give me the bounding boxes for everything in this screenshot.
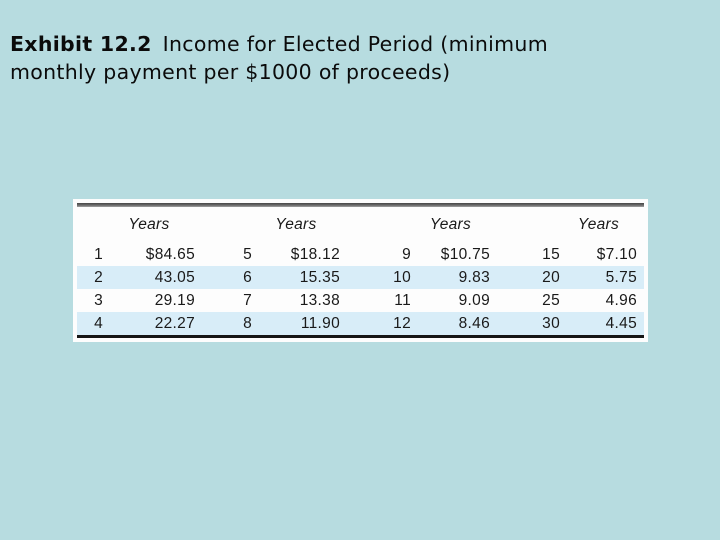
spacer-cell xyxy=(490,207,560,243)
year-cell: 9 xyxy=(402,245,411,263)
year-cell: 30 xyxy=(542,314,560,332)
payment-cell: $18.12 xyxy=(290,245,340,263)
year-cell: 10 xyxy=(393,268,411,286)
column-header-years-4: Years xyxy=(577,216,620,233)
payment-cell: 9.83 xyxy=(458,268,490,286)
payment-cell: 13.38 xyxy=(299,291,340,309)
spacer-cell xyxy=(340,207,411,243)
slide-title: Exhibit 12.2 Income for Elected Period (m… xyxy=(10,30,670,86)
year-cell: 8 xyxy=(243,314,252,332)
payment-cell: 4.96 xyxy=(605,291,637,309)
payment-cell: 43.05 xyxy=(154,268,195,286)
income-elected-period-table: Years Years Years Years 1 $84.65 5 $18.1… xyxy=(77,207,644,335)
column-header-years-2: Years xyxy=(275,216,317,233)
title-line2: monthly payment per $1000 of proceeds) xyxy=(10,60,451,84)
year-cell: 3 xyxy=(94,291,103,309)
year-cell: 15 xyxy=(542,245,560,263)
table-row: 4 22.27 8 11.90 12 8.46 30 4.45 xyxy=(77,312,644,335)
table-row: 2 43.05 6 15.35 10 9.83 20 5.75 xyxy=(77,266,644,289)
table-header-row: Years Years Years Years xyxy=(77,207,644,243)
year-cell: 6 xyxy=(243,268,252,286)
payment-cell: $10.75 xyxy=(440,245,490,263)
payment-cell: $84.65 xyxy=(145,245,195,263)
spacer-cell xyxy=(77,207,103,243)
payment-cell: 11.90 xyxy=(300,314,340,332)
title-line1: Income for Elected Period (minimum xyxy=(162,32,548,56)
payment-cell: $7.10 xyxy=(596,245,637,263)
year-cell: 2 xyxy=(94,268,103,286)
payment-cell: 5.75 xyxy=(605,268,637,286)
payment-cell: 4.45 xyxy=(605,314,637,332)
column-header-years-3: Years xyxy=(429,216,472,233)
payment-cell: 15.35 xyxy=(299,268,340,286)
year-cell: 11 xyxy=(394,291,411,309)
year-cell: 7 xyxy=(243,291,252,309)
year-cell: 5 xyxy=(243,245,252,263)
table-top-rule xyxy=(77,203,644,207)
payment-cell: 29.19 xyxy=(154,291,195,309)
table-bottom-rule xyxy=(77,335,644,338)
year-cell: 1 xyxy=(94,245,103,263)
spacer-cell xyxy=(195,207,252,243)
table-row: 1 $84.65 5 $18.12 9 $10.75 15 $7.10 xyxy=(77,243,644,266)
payment-cell: 22.27 xyxy=(154,314,195,332)
title-exhibit-number: Exhibit 12.2 xyxy=(10,32,152,56)
column-header-years-1: Years xyxy=(128,216,170,233)
year-cell: 20 xyxy=(542,268,560,286)
year-cell: 12 xyxy=(393,314,411,332)
year-cell: 4 xyxy=(94,314,103,332)
payment-cell: 8.46 xyxy=(458,314,490,332)
table-row: 3 29.19 7 13.38 11 9.09 25 4.96 xyxy=(77,289,644,312)
year-cell: 25 xyxy=(542,291,560,309)
payment-cell: 9.09 xyxy=(458,291,490,309)
exhibit-table-panel: Years Years Years Years 1 $84.65 5 $18.1… xyxy=(73,199,648,342)
